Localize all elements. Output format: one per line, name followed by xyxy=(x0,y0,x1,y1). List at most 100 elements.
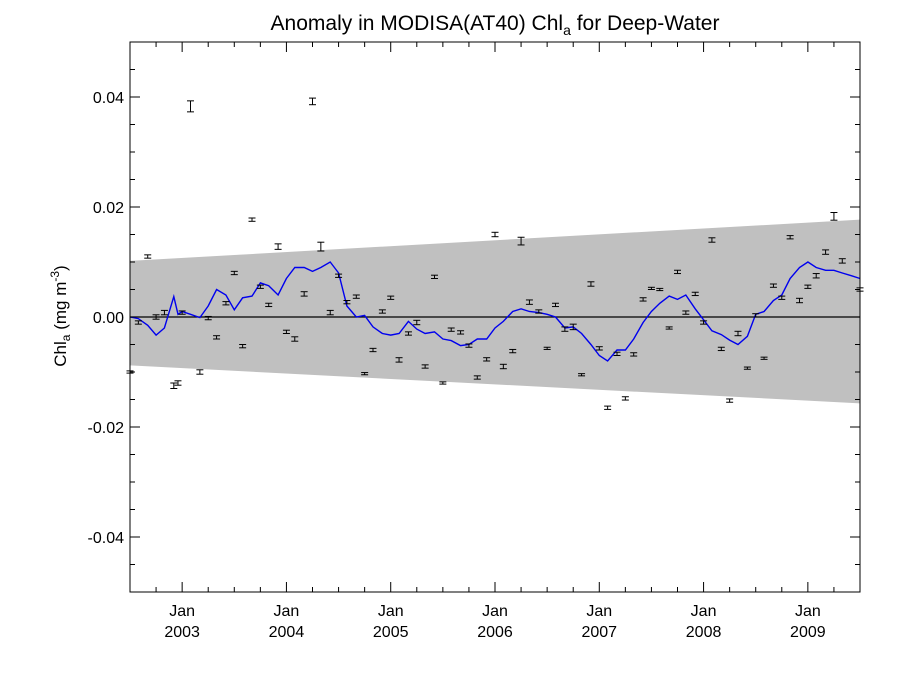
x-tick-label-year: 2003 xyxy=(164,624,200,641)
data-point-7 xyxy=(178,310,186,315)
x-tick-label-month: Jan xyxy=(378,603,404,620)
data-point-45 xyxy=(509,348,517,354)
data-point-5 xyxy=(170,382,178,389)
data-point-66 xyxy=(691,291,699,297)
y-axis-label-units-exponent: -3 xyxy=(48,271,62,282)
data-point-40 xyxy=(465,343,473,348)
y-tick-label: 0.02 xyxy=(93,200,124,217)
data-point-8 xyxy=(186,100,194,113)
data-point-19 xyxy=(282,329,290,334)
data-point-70 xyxy=(726,398,734,403)
x-tick-label-year: 2006 xyxy=(477,624,513,641)
data-point-34 xyxy=(413,319,421,326)
y-axis-label: Chla (mg m-3) xyxy=(48,265,73,366)
data-point-49 xyxy=(543,346,551,350)
data-point-18 xyxy=(274,243,282,250)
data-point-59 xyxy=(630,352,638,357)
data-point-4 xyxy=(160,309,168,316)
y-tick-label: -0.02 xyxy=(88,420,125,437)
data-point-48 xyxy=(535,309,543,314)
data-point-71 xyxy=(734,330,742,337)
data-point-13 xyxy=(230,270,238,276)
data-point-30 xyxy=(378,309,386,314)
plot-area: -0.04 -0.02 0.00 0.02 0.04 Jan 2003 Jan 2004 Jan… xyxy=(88,41,864,641)
data-point-42 xyxy=(483,357,491,362)
data-point-83 xyxy=(838,258,846,264)
y-axis-label-main: Chl xyxy=(51,341,70,367)
data-point-51 xyxy=(561,326,569,332)
data-point-78 xyxy=(796,297,804,304)
data-point-32 xyxy=(395,357,403,363)
data-point-77 xyxy=(786,235,794,240)
data-point-16 xyxy=(256,284,264,289)
data-point-46 xyxy=(517,236,525,246)
y-axis-label-units-close: ) xyxy=(51,265,70,271)
data-point-43 xyxy=(491,231,499,238)
y-tick-label: -0.04 xyxy=(88,530,125,547)
data-point-64 xyxy=(674,269,681,275)
data-point-61 xyxy=(647,286,655,290)
data-point-35 xyxy=(421,364,429,369)
smoothed-anomaly-line xyxy=(129,261,861,362)
data-point-37 xyxy=(439,381,447,385)
data-point-41 xyxy=(473,375,481,380)
data-point-33 xyxy=(404,331,412,336)
x-tick-label-month: Jan xyxy=(691,603,717,620)
chart-title-subscript: a xyxy=(563,22,571,38)
data-point-9 xyxy=(196,369,204,375)
data-point-11 xyxy=(213,335,221,340)
data-point-80 xyxy=(812,273,820,279)
y-axis-label-units: (mg m xyxy=(51,282,70,335)
data-point-73 xyxy=(752,313,760,318)
data-point-44 xyxy=(499,363,507,370)
data-point-17 xyxy=(265,302,273,308)
data-point-56 xyxy=(604,405,612,410)
y-tick-label: 0.04 xyxy=(93,90,124,107)
data-point-63 xyxy=(665,326,673,330)
data-point-47 xyxy=(525,299,533,305)
confidence-band xyxy=(130,219,860,404)
data-point-15 xyxy=(248,217,256,222)
data-point-28 xyxy=(361,372,369,376)
data-point-27 xyxy=(352,294,360,299)
x-tick-label-month: Jan xyxy=(586,603,612,620)
data-point-23 xyxy=(317,241,325,252)
data-point-26 xyxy=(343,300,351,305)
data-point-62 xyxy=(656,287,664,292)
data-point-20 xyxy=(291,336,299,342)
x-tick-label-month: Jan xyxy=(795,603,821,620)
x-tick-label-year: 2009 xyxy=(790,624,826,641)
data-point-72 xyxy=(743,366,751,370)
x-tick-label-month: Jan xyxy=(482,603,508,620)
x-tick-label-year: 2008 xyxy=(686,624,722,641)
data-point-60 xyxy=(639,297,647,302)
x-tick-label-month: Jan xyxy=(274,603,300,620)
x-tick-label-year: 2007 xyxy=(581,624,617,641)
data-point-24 xyxy=(326,309,334,316)
data-point-12 xyxy=(222,301,230,306)
data-point-22 xyxy=(309,97,316,106)
data-point-1 xyxy=(134,320,142,325)
data-point-53 xyxy=(578,373,586,377)
data-point-52 xyxy=(569,323,577,331)
data-point-57 xyxy=(613,351,621,356)
data-point-54 xyxy=(587,281,595,287)
data-point-31 xyxy=(387,295,395,300)
data-point-3 xyxy=(152,314,160,320)
data-point-68 xyxy=(708,237,716,243)
chart-title-main: Anomaly in MODISA(AT40) Chl xyxy=(271,12,564,35)
data-point-36 xyxy=(431,274,439,279)
data-point-50 xyxy=(551,302,559,308)
x-tick-label-year: 2005 xyxy=(373,624,409,641)
x-tick-label-year: 2004 xyxy=(269,624,305,641)
data-point-76 xyxy=(778,295,786,300)
data-point-21 xyxy=(300,291,308,297)
data-point-29 xyxy=(369,347,377,353)
x-tick-label-month: Jan xyxy=(169,603,195,620)
data-point-55 xyxy=(595,346,603,351)
y-tick-label: 0.00 xyxy=(93,310,124,327)
chart-title: Anomaly in MODISA(AT40) Chla for Deep-Wa… xyxy=(271,12,720,38)
data-point-14 xyxy=(239,344,247,349)
data-point-67 xyxy=(700,320,708,325)
